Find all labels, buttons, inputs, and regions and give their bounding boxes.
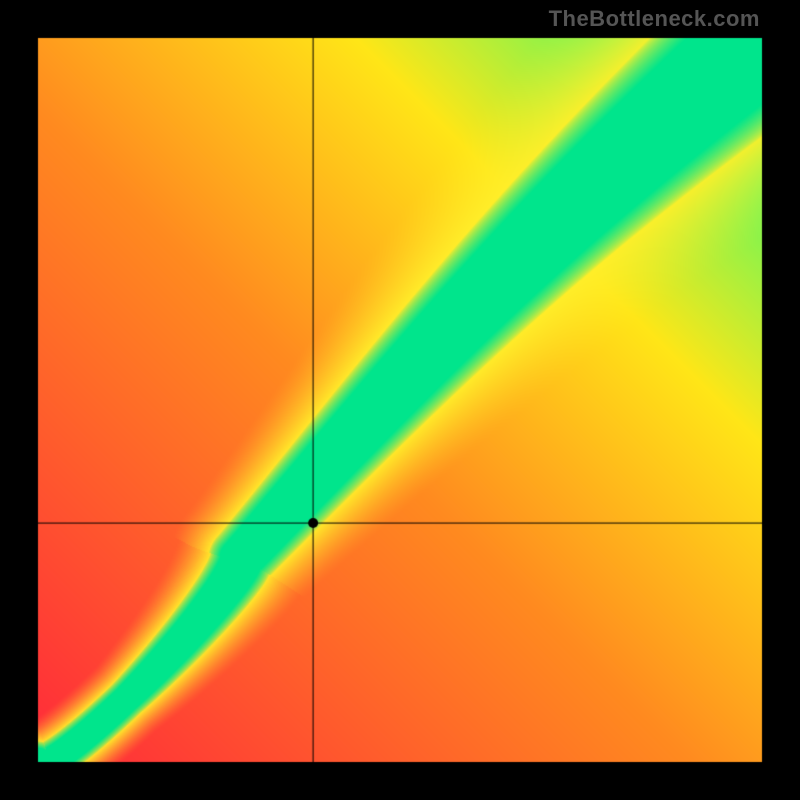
bottleneck-heatmap (0, 0, 800, 800)
watermark-text: TheBottleneck.com (549, 6, 760, 32)
